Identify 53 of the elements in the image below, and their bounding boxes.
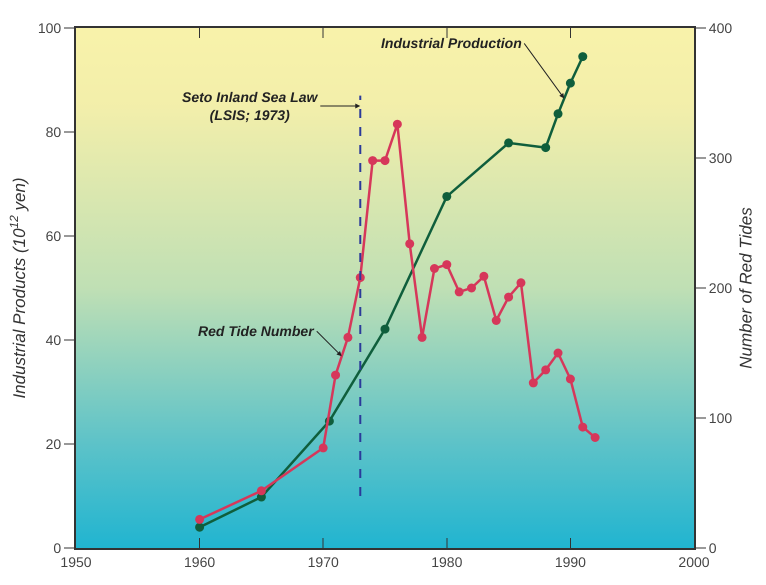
point — [578, 52, 588, 62]
point — [318, 443, 328, 452]
y2-tick-label: 300 — [708, 150, 732, 166]
point — [368, 156, 378, 166]
point — [418, 332, 427, 342]
x-tick-label: 1990 — [554, 554, 586, 570]
point — [380, 324, 390, 334]
point — [195, 522, 204, 532]
x-tick-label: 1960 — [184, 554, 216, 570]
y2-tick-label: 200 — [708, 280, 732, 296]
x-tick-label: 1950 — [60, 554, 92, 570]
point — [504, 292, 514, 302]
point — [380, 156, 390, 166]
point — [492, 316, 501, 325]
point — [566, 78, 575, 88]
y-tick-label: 20 — [46, 436, 62, 452]
y-tick-label: 0 — [53, 540, 62, 556]
y2-tick-label: 100 — [708, 410, 732, 426]
point — [566, 374, 575, 384]
y2-tick-label: 400 — [708, 20, 732, 36]
y-tick-label: 40 — [46, 332, 62, 348]
point — [479, 272, 488, 281]
text: Red Tide Number — [198, 323, 316, 339]
point — [516, 278, 526, 288]
point — [392, 120, 402, 129]
point — [541, 365, 550, 374]
y-tick-label: 100 — [38, 20, 62, 36]
y-tick-label: 80 — [46, 124, 62, 140]
x-tick-label: 1970 — [308, 554, 339, 570]
ref-line-label: Seto Inland Sea Law (LSIS; 1973) — [182, 89, 318, 124]
point — [590, 433, 600, 442]
point — [343, 332, 352, 342]
y-tick-label: 60 — [46, 228, 62, 244]
point — [195, 514, 204, 524]
point — [442, 192, 452, 201]
point — [528, 378, 538, 388]
point — [554, 348, 563, 358]
y2-axis-title: Number of Red Tides — [736, 206, 756, 369]
y2-tick-label: 0 — [708, 540, 717, 556]
point — [442, 260, 452, 270]
point — [467, 284, 476, 292]
point — [504, 138, 514, 148]
x-tick-label: 2000 — [678, 554, 710, 570]
point — [405, 239, 414, 248]
point — [578, 422, 588, 432]
text: Industrial Production — [381, 35, 522, 51]
point — [454, 287, 464, 296]
x-tick-label: 1980 — [431, 554, 463, 570]
point — [256, 486, 266, 496]
point — [430, 264, 439, 273]
point — [554, 109, 563, 118]
point — [331, 370, 340, 380]
point — [541, 143, 550, 152]
